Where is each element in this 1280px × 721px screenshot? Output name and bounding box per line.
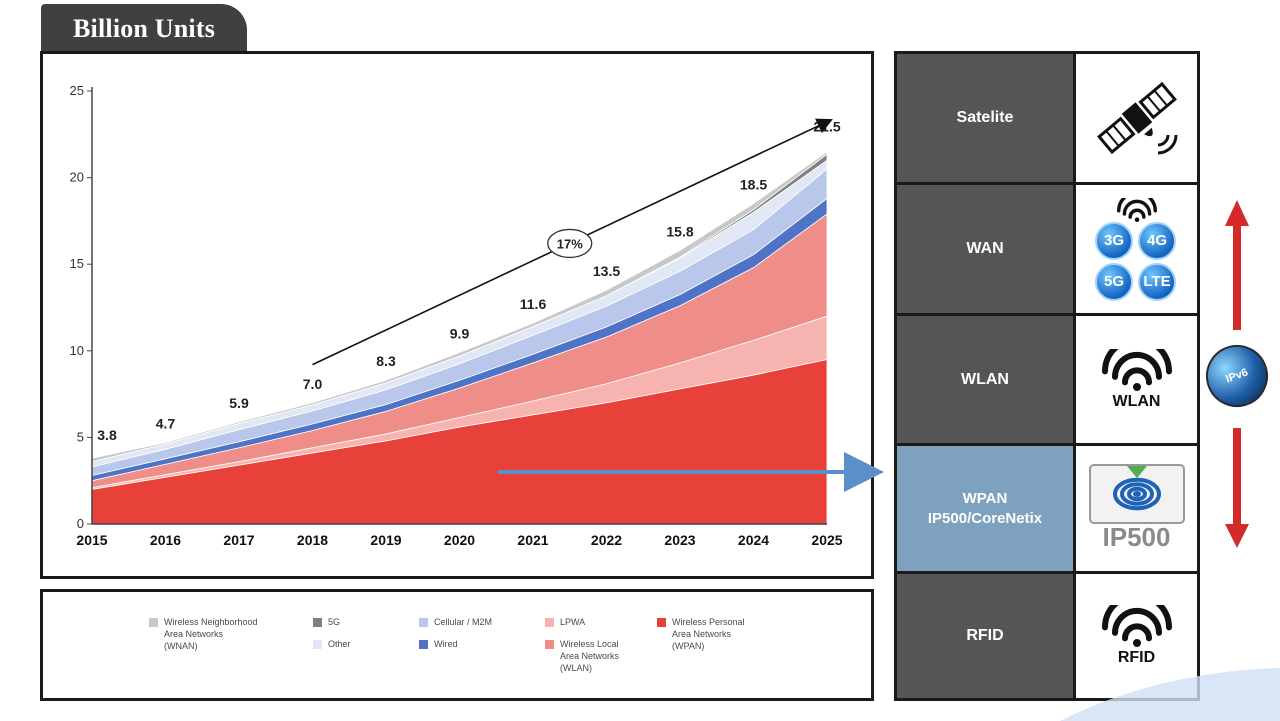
x-tick-label-0: 2015 bbox=[76, 532, 107, 548]
globe-label: IPv6 bbox=[1224, 366, 1250, 386]
total-label-1: 4.7 bbox=[156, 416, 176, 432]
total-label-0: 3.8 bbox=[97, 427, 117, 443]
wifi-icon bbox=[1101, 605, 1172, 647]
legend-label: Wireless Local Area Networks (WLAN) bbox=[560, 639, 620, 673]
wifi-caption: WLAN bbox=[1112, 392, 1161, 410]
legend-label: 5G bbox=[328, 617, 341, 627]
tech-label: RFID bbox=[897, 574, 1073, 698]
total-label-7: 13.5 bbox=[593, 263, 620, 279]
legend-item-4: Wired bbox=[419, 638, 458, 650]
x-tick-label-2: 2017 bbox=[223, 532, 254, 548]
x-tick-label-3: 2018 bbox=[297, 532, 328, 548]
x-tick-label-5: 2020 bbox=[444, 532, 475, 548]
legend-label: Wireless Personal Area Networks (WPAN) bbox=[672, 617, 745, 651]
y-tick-label-1: 5 bbox=[77, 429, 84, 444]
total-label-3: 7.0 bbox=[303, 376, 323, 392]
network-badges: 3G 4G 5G LTE bbox=[1095, 221, 1178, 301]
legend-swatch bbox=[545, 618, 554, 627]
legend-label: Other bbox=[328, 639, 351, 649]
y-tick-label-5: 25 bbox=[70, 83, 84, 98]
legend-label: Wireless Neighborhood Area Networks (WNA… bbox=[164, 617, 258, 651]
growth-rate-label: 17% bbox=[557, 236, 583, 251]
ip500-logo-icon: IP500 bbox=[1076, 446, 1197, 571]
tech-label: WAN bbox=[897, 185, 1073, 313]
down-arrow-shaft bbox=[1233, 428, 1241, 528]
network-badge-3g: 3G bbox=[1095, 221, 1133, 260]
legend-item-7: Wireless Personal Area Networks (WPAN) bbox=[657, 616, 745, 652]
legend-label: LPWA bbox=[560, 617, 586, 627]
tech-row-wan: WAN 3G 4G 5G LTE bbox=[897, 185, 1197, 313]
legend-swatch bbox=[419, 640, 428, 649]
legend-swatch bbox=[657, 618, 666, 627]
cellular-network-icon: 3G 4G 5G LTE bbox=[1076, 185, 1197, 313]
legend-swatch bbox=[149, 618, 158, 627]
network-badge-lte: LTE bbox=[1138, 262, 1176, 301]
growth-rate-ellipse bbox=[547, 228, 593, 259]
network-technology-stack: Satelite WAN 3G 4G 5G LTE WLAN WLAN WPAN IP500/C… bbox=[894, 51, 1200, 701]
x-tick-label-10: 2025 bbox=[811, 532, 842, 548]
wifi-icon bbox=[1101, 348, 1172, 391]
legend-swatch bbox=[313, 618, 322, 627]
y-tick-label-0: 0 bbox=[77, 516, 84, 531]
chart-title: Billion Units bbox=[73, 14, 216, 43]
tech-label: Satelite bbox=[897, 54, 1073, 182]
legend-swatch bbox=[419, 618, 428, 627]
chart-frame: 0 5 10 15 20 25 2015 2016 2017 2018 2019 2020 2021 20… bbox=[40, 51, 874, 579]
ipv6-globe-icon: IPv6 bbox=[1197, 336, 1277, 416]
chart-legend: Wireless Neighborhood Area Networks (WNA… bbox=[40, 589, 874, 701]
down-arrow-head bbox=[1225, 524, 1249, 548]
y-tick-label-3: 15 bbox=[70, 256, 84, 271]
tech-row-wpan: WPAN IP500/CoreNetix IP500 bbox=[897, 446, 1197, 571]
legend-item-6: Wireless Local Area Networks (WLAN) bbox=[545, 638, 619, 674]
tech-label: WPAN IP500/CoreNetix bbox=[897, 446, 1073, 571]
tech-row-wlan: WLAN WLAN bbox=[897, 316, 1197, 443]
satellite-icon bbox=[1096, 81, 1177, 155]
y-tick-label-2: 10 bbox=[70, 343, 84, 358]
legend-item-1: 5G bbox=[313, 616, 340, 628]
total-label-6: 11.6 bbox=[520, 296, 547, 312]
wifi-icon: WLAN bbox=[1076, 316, 1197, 443]
up-arrow-shaft bbox=[1233, 224, 1241, 330]
x-tick-label-8: 2023 bbox=[664, 532, 695, 548]
total-label-4: 8.3 bbox=[376, 353, 396, 369]
tech-row-rfid: RFID RFID bbox=[897, 574, 1197, 698]
x-tick-label-4: 2019 bbox=[370, 532, 401, 548]
network-badge-4g: 4G bbox=[1138, 221, 1176, 260]
total-label-2: 5.9 bbox=[229, 395, 249, 411]
total-label-9: 18.5 bbox=[740, 177, 767, 193]
chart-title-tab: Billion Units bbox=[41, 4, 247, 52]
tech-label: WLAN bbox=[897, 316, 1073, 443]
up-arrow-head bbox=[1225, 200, 1249, 226]
total-label-5: 9.9 bbox=[450, 326, 470, 342]
legend-label: Cellular / M2M bbox=[434, 617, 493, 627]
legend-item-3: Cellular / M2M bbox=[419, 616, 492, 628]
y-tick-label-4: 20 bbox=[70, 170, 84, 185]
area-series-7 bbox=[91, 150, 828, 463]
wifi-icon: RFID bbox=[1076, 574, 1197, 698]
satellite-icon bbox=[1076, 54, 1197, 182]
legend-item-5: LPWA bbox=[545, 616, 585, 628]
legend-swatch bbox=[545, 640, 554, 649]
x-tick-label-1: 2016 bbox=[150, 532, 181, 548]
legend-label: Wired bbox=[434, 639, 458, 649]
tech-row-satelite: Satelite bbox=[897, 54, 1197, 182]
x-tick-label-7: 2022 bbox=[591, 532, 622, 548]
legend-item-0: Wireless Neighborhood Area Networks (WNA… bbox=[149, 616, 258, 652]
ip500-logo-mark bbox=[1088, 464, 1185, 524]
wifi-caption: RFID bbox=[1117, 649, 1156, 666]
x-tick-label-9: 2024 bbox=[738, 532, 769, 548]
x-tick-label-6: 2021 bbox=[517, 532, 548, 548]
ip500-caption: IP500 bbox=[1102, 522, 1171, 552]
wifi-icon bbox=[1116, 197, 1157, 222]
legend-item-2: Other bbox=[313, 638, 351, 650]
network-badge-5g: 5G bbox=[1095, 262, 1133, 301]
total-label-8: 15.8 bbox=[666, 223, 693, 239]
legend-swatch bbox=[313, 640, 322, 649]
